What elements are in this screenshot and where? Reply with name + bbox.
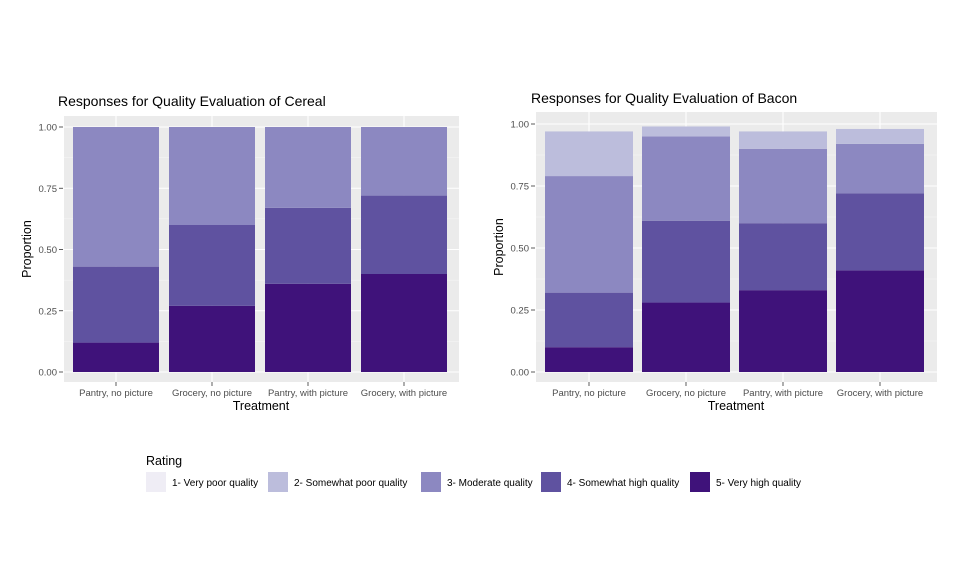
chart-cereal: Responses for Quality Evaluation of Cere…: [20, 93, 459, 413]
legend-key-swatch: [146, 472, 166, 492]
bar-segment: [73, 266, 159, 343]
y-tick-label: 1.00: [511, 120, 530, 131]
legend-key-swatch: [541, 472, 561, 492]
bar-segment: [73, 127, 159, 267]
bar-segment: [545, 347, 633, 372]
bar-segment: [361, 195, 447, 274]
bar-segment: [169, 127, 255, 225]
y-ticks-bacon: 0.00 0.25 0.50 0.75 1.00: [511, 120, 535, 379]
bar-segment: [265, 127, 351, 208]
x-axis-label-bacon: Treatment: [708, 399, 765, 413]
bar-segment: [73, 342, 159, 372]
x-tick-label: Pantry, no picture: [552, 388, 626, 399]
y-tick-label: 1.00: [39, 123, 58, 134]
legend-key-label: 1- Very poor quality: [172, 478, 258, 489]
legend-key-label: 4- Somewhat high quality: [567, 478, 679, 489]
bar-segment: [642, 302, 730, 372]
bars-cereal: [73, 127, 447, 372]
bar-segment: [545, 176, 633, 293]
x-tick-label: Pantry, no picture: [79, 388, 153, 399]
legend-items: 1- Very poor quality 2- Somewhat poor qua…: [146, 472, 801, 492]
y-tick-label: 0.75: [39, 184, 58, 195]
legend-key-swatch: [690, 472, 710, 492]
legend-key-label: 5- Very high quality: [716, 478, 801, 489]
x-tick-label: Grocery, no picture: [646, 388, 726, 399]
x-ticks-cereal: Pantry, no picture Grocery, no picture Pan…: [79, 382, 447, 399]
bar-segment: [265, 207, 351, 284]
bar-segment: [361, 274, 447, 372]
bar-segment: [836, 193, 924, 271]
chart-title-bacon: Responses for Quality Evaluation of Baco…: [531, 90, 797, 106]
y-tick-label: 0.25: [511, 306, 530, 317]
y-tick-label: 0.00: [39, 368, 58, 379]
legend-key-label: 3- Moderate quality: [447, 478, 533, 489]
x-axis-label-cereal: Treatment: [233, 399, 290, 413]
chart-title-cereal: Responses for Quality Evaluation of Cere…: [58, 93, 326, 109]
y-ticks-cereal: 0.00 0.25 0.50 0.75 1.00: [39, 123, 63, 379]
legend: Rating 1- Very poor quality 2- Somewhat p…: [146, 454, 801, 492]
bar-segment: [836, 128, 924, 144]
x-ticks-bacon: Pantry, no picture Grocery, no picture Pan…: [552, 382, 923, 399]
bar-segment: [642, 220, 730, 303]
bar-segment: [169, 305, 255, 372]
y-tick-label: 0.50: [511, 244, 530, 255]
bar-segment: [836, 270, 924, 372]
x-tick-label: Grocery, with picture: [837, 388, 923, 399]
bar-segment: [545, 292, 633, 348]
bars-bacon: [545, 126, 924, 372]
y-axis-label-cereal: Proportion: [20, 220, 34, 278]
bar-segment: [361, 127, 447, 196]
y-tick-label: 0.75: [511, 182, 530, 193]
y-tick-label: 0.00: [511, 368, 530, 379]
bar-segment: [545, 131, 633, 177]
bar-segment: [642, 126, 730, 137]
legend-key-swatch: [421, 472, 441, 492]
x-tick-label: Grocery, no picture: [172, 388, 252, 399]
bar-segment: [265, 283, 351, 372]
bar-segment: [642, 136, 730, 221]
bar-segment: [169, 225, 255, 306]
x-tick-label: Pantry, with picture: [268, 388, 348, 399]
legend-key-swatch: [268, 472, 288, 492]
y-tick-label: 0.50: [39, 245, 58, 256]
legend-title: Rating: [146, 454, 182, 468]
y-axis-label-bacon: Proportion: [492, 218, 506, 276]
bar-segment: [739, 148, 827, 224]
bar-segment: [739, 290, 827, 372]
chart-bacon: Responses for Quality Evaluation of Baco…: [492, 90, 937, 413]
x-tick-label: Pantry, with picture: [743, 388, 823, 399]
legend-key-label: 2- Somewhat poor quality: [294, 478, 407, 489]
x-tick-label: Grocery, with picture: [361, 388, 447, 399]
bar-segment: [739, 223, 827, 291]
bar-segment: [739, 131, 827, 149]
bar-segment: [836, 143, 924, 194]
y-tick-label: 0.25: [39, 306, 58, 317]
